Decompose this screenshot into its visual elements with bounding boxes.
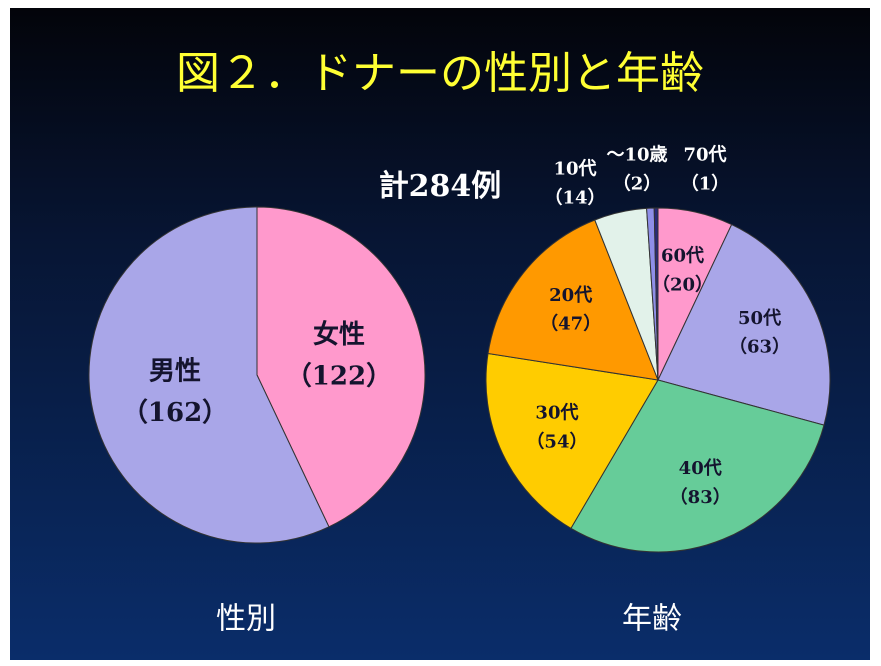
slice-label: 女性 bbox=[313, 319, 365, 350]
pie-slice bbox=[570, 379, 825, 553]
chart-caption: 年齢 bbox=[622, 602, 682, 637]
slice-label: 10代 bbox=[553, 159, 596, 180]
chart-caption: 性別 bbox=[216, 602, 276, 637]
slice-label: ～10歳 bbox=[606, 145, 667, 166]
slice-value-label: （83） bbox=[670, 487, 731, 508]
slice-value-label: （122） bbox=[286, 361, 392, 391]
slice-label: 40代 bbox=[679, 458, 722, 479]
slide-title: 図２．ドナーの性別と年齢 bbox=[176, 48, 704, 99]
pie-slice bbox=[657, 223, 831, 426]
slice-label: 20代 bbox=[549, 285, 592, 306]
slice-label: 50代 bbox=[738, 308, 781, 329]
slice-value-label: （63） bbox=[729, 337, 790, 358]
slice-label: 男性 bbox=[149, 357, 201, 387]
annotation: 計284例 bbox=[379, 169, 502, 204]
pie-slice bbox=[485, 352, 659, 530]
slice-value-label: （14） bbox=[544, 187, 605, 208]
pie-slice bbox=[88, 206, 330, 544]
slice-label: 70代 bbox=[683, 145, 726, 166]
slice-value-label: （20） bbox=[652, 274, 713, 295]
pie-slice bbox=[653, 207, 659, 381]
slice-value-label: （162） bbox=[122, 398, 228, 428]
pie-slice bbox=[487, 219, 659, 381]
slice-label: 30代 bbox=[535, 402, 578, 423]
slice-value-label: （47） bbox=[540, 314, 601, 335]
slice-value-label: （1） bbox=[681, 173, 730, 194]
slice-label: 60代 bbox=[661, 246, 704, 267]
pie-slice bbox=[256, 206, 426, 528]
slice-value-label: （2） bbox=[613, 173, 662, 194]
slice-value-label: （54） bbox=[526, 431, 587, 452]
